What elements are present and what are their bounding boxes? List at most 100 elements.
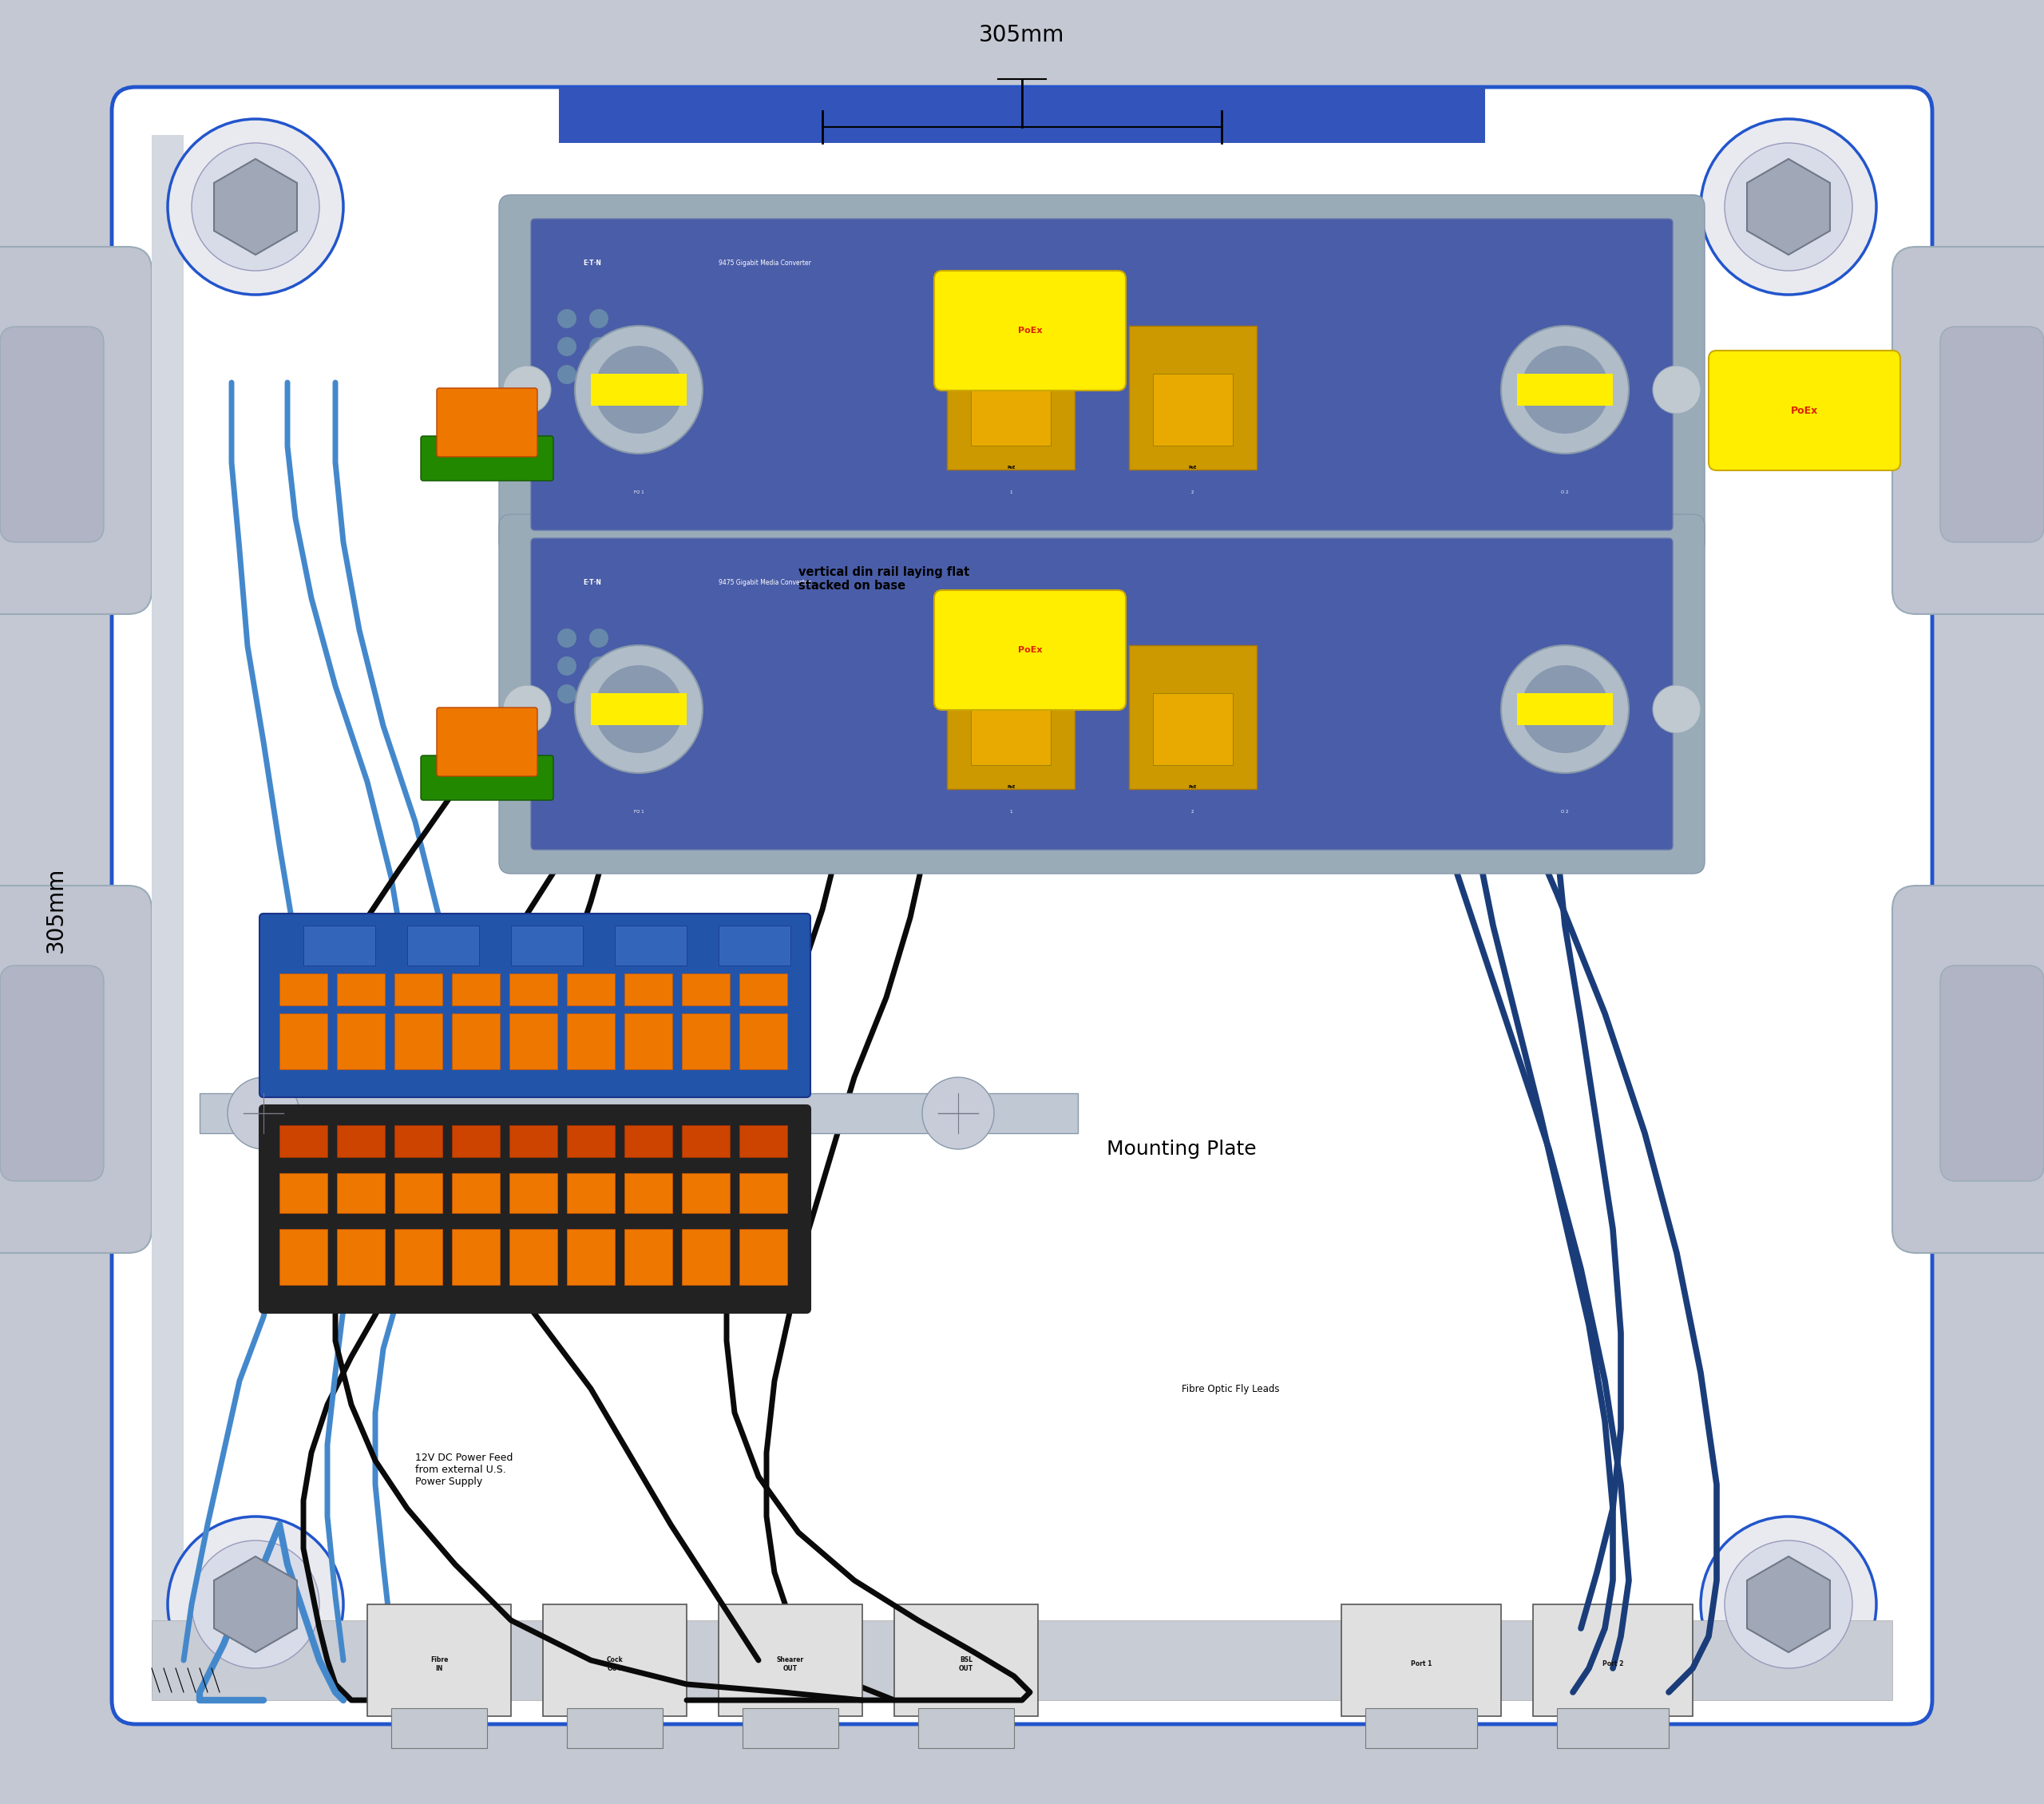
- FancyBboxPatch shape: [0, 327, 104, 543]
- Bar: [407, 925, 478, 965]
- Bar: [337, 1229, 384, 1284]
- Circle shape: [503, 686, 552, 732]
- Bar: [509, 1014, 558, 1070]
- Text: Fibre Optic Fly Leads: Fibre Optic Fly Leads: [1181, 1384, 1280, 1394]
- Text: Port 1: Port 1: [1410, 1661, 1431, 1669]
- Bar: [452, 1126, 501, 1156]
- Circle shape: [595, 666, 683, 752]
- Circle shape: [558, 337, 576, 355]
- Bar: [337, 1173, 384, 1212]
- Text: 2: 2: [1192, 491, 1194, 494]
- Bar: [683, 974, 730, 1005]
- Text: 305mm: 305mm: [45, 866, 67, 953]
- Bar: [452, 1014, 501, 1070]
- FancyBboxPatch shape: [260, 913, 809, 1097]
- Bar: [719, 1604, 863, 1716]
- FancyBboxPatch shape: [0, 886, 151, 1254]
- Bar: [1128, 646, 1257, 788]
- Circle shape: [589, 308, 609, 328]
- Bar: [740, 974, 787, 1005]
- Bar: [394, 974, 442, 1005]
- FancyBboxPatch shape: [1893, 886, 2044, 1254]
- Bar: [337, 1014, 384, 1070]
- Bar: [740, 1229, 787, 1284]
- FancyBboxPatch shape: [260, 1106, 809, 1313]
- FancyBboxPatch shape: [499, 514, 1705, 873]
- Bar: [337, 974, 384, 1005]
- Text: 305mm: 305mm: [979, 23, 1065, 47]
- Circle shape: [503, 366, 552, 413]
- Circle shape: [589, 628, 609, 648]
- Text: FO 1: FO 1: [634, 491, 644, 494]
- Circle shape: [589, 684, 609, 704]
- Bar: [740, 1014, 787, 1070]
- Bar: [615, 925, 687, 965]
- Bar: [623, 1173, 672, 1212]
- Bar: [151, 1620, 1893, 1699]
- Bar: [394, 1126, 442, 1156]
- FancyBboxPatch shape: [531, 538, 1672, 850]
- Circle shape: [589, 337, 609, 355]
- Circle shape: [589, 657, 609, 676]
- FancyBboxPatch shape: [1893, 247, 2044, 613]
- FancyBboxPatch shape: [531, 218, 1672, 530]
- FancyBboxPatch shape: [112, 87, 1932, 1725]
- Bar: [971, 373, 1051, 446]
- FancyBboxPatch shape: [1940, 327, 2044, 543]
- FancyBboxPatch shape: [421, 756, 554, 801]
- Bar: [303, 925, 376, 965]
- Text: O 2: O 2: [1562, 810, 1568, 814]
- Circle shape: [1500, 646, 1629, 774]
- Bar: [452, 1229, 501, 1284]
- Bar: [394, 1014, 442, 1070]
- Bar: [566, 974, 615, 1005]
- Bar: [394, 1229, 442, 1284]
- Circle shape: [1654, 686, 1701, 732]
- Bar: [1365, 1708, 1478, 1748]
- Bar: [1153, 373, 1233, 446]
- Bar: [623, 1229, 672, 1284]
- Bar: [452, 974, 501, 1005]
- Text: BSL
OUT: BSL OUT: [959, 1656, 973, 1672]
- Bar: [452, 1173, 501, 1212]
- Bar: [509, 974, 558, 1005]
- Text: Mounting Plate: Mounting Plate: [1106, 1140, 1257, 1158]
- FancyBboxPatch shape: [0, 247, 151, 613]
- Text: PoEx: PoEx: [1018, 327, 1042, 334]
- Circle shape: [558, 364, 576, 384]
- FancyBboxPatch shape: [0, 965, 104, 1182]
- Bar: [558, 87, 1486, 143]
- Bar: [280, 1126, 327, 1156]
- Bar: [895, 1604, 1038, 1716]
- Circle shape: [1521, 346, 1609, 433]
- Text: O 2: O 2: [1562, 491, 1568, 494]
- Circle shape: [922, 1077, 993, 1149]
- Text: E·T·N: E·T·N: [583, 260, 601, 267]
- FancyBboxPatch shape: [499, 195, 1705, 554]
- Circle shape: [192, 143, 319, 271]
- Circle shape: [574, 646, 703, 774]
- Bar: [390, 1708, 486, 1748]
- Bar: [623, 974, 672, 1005]
- Bar: [509, 1126, 558, 1156]
- Bar: [740, 1173, 787, 1212]
- Bar: [280, 974, 327, 1005]
- Circle shape: [589, 364, 609, 384]
- Circle shape: [558, 684, 576, 704]
- Bar: [1517, 373, 1613, 406]
- Bar: [1341, 1604, 1500, 1716]
- Bar: [591, 373, 687, 406]
- Circle shape: [1725, 1541, 1852, 1669]
- Bar: [566, 1014, 615, 1070]
- Text: 1: 1: [1010, 810, 1012, 814]
- Circle shape: [192, 1541, 319, 1669]
- FancyBboxPatch shape: [934, 271, 1126, 390]
- Bar: [683, 1126, 730, 1156]
- Bar: [280, 1229, 327, 1284]
- Circle shape: [1725, 143, 1852, 271]
- Bar: [337, 1126, 384, 1156]
- FancyBboxPatch shape: [437, 707, 538, 776]
- Bar: [591, 693, 687, 725]
- FancyBboxPatch shape: [1709, 350, 1901, 471]
- Text: PoE: PoE: [1188, 465, 1196, 469]
